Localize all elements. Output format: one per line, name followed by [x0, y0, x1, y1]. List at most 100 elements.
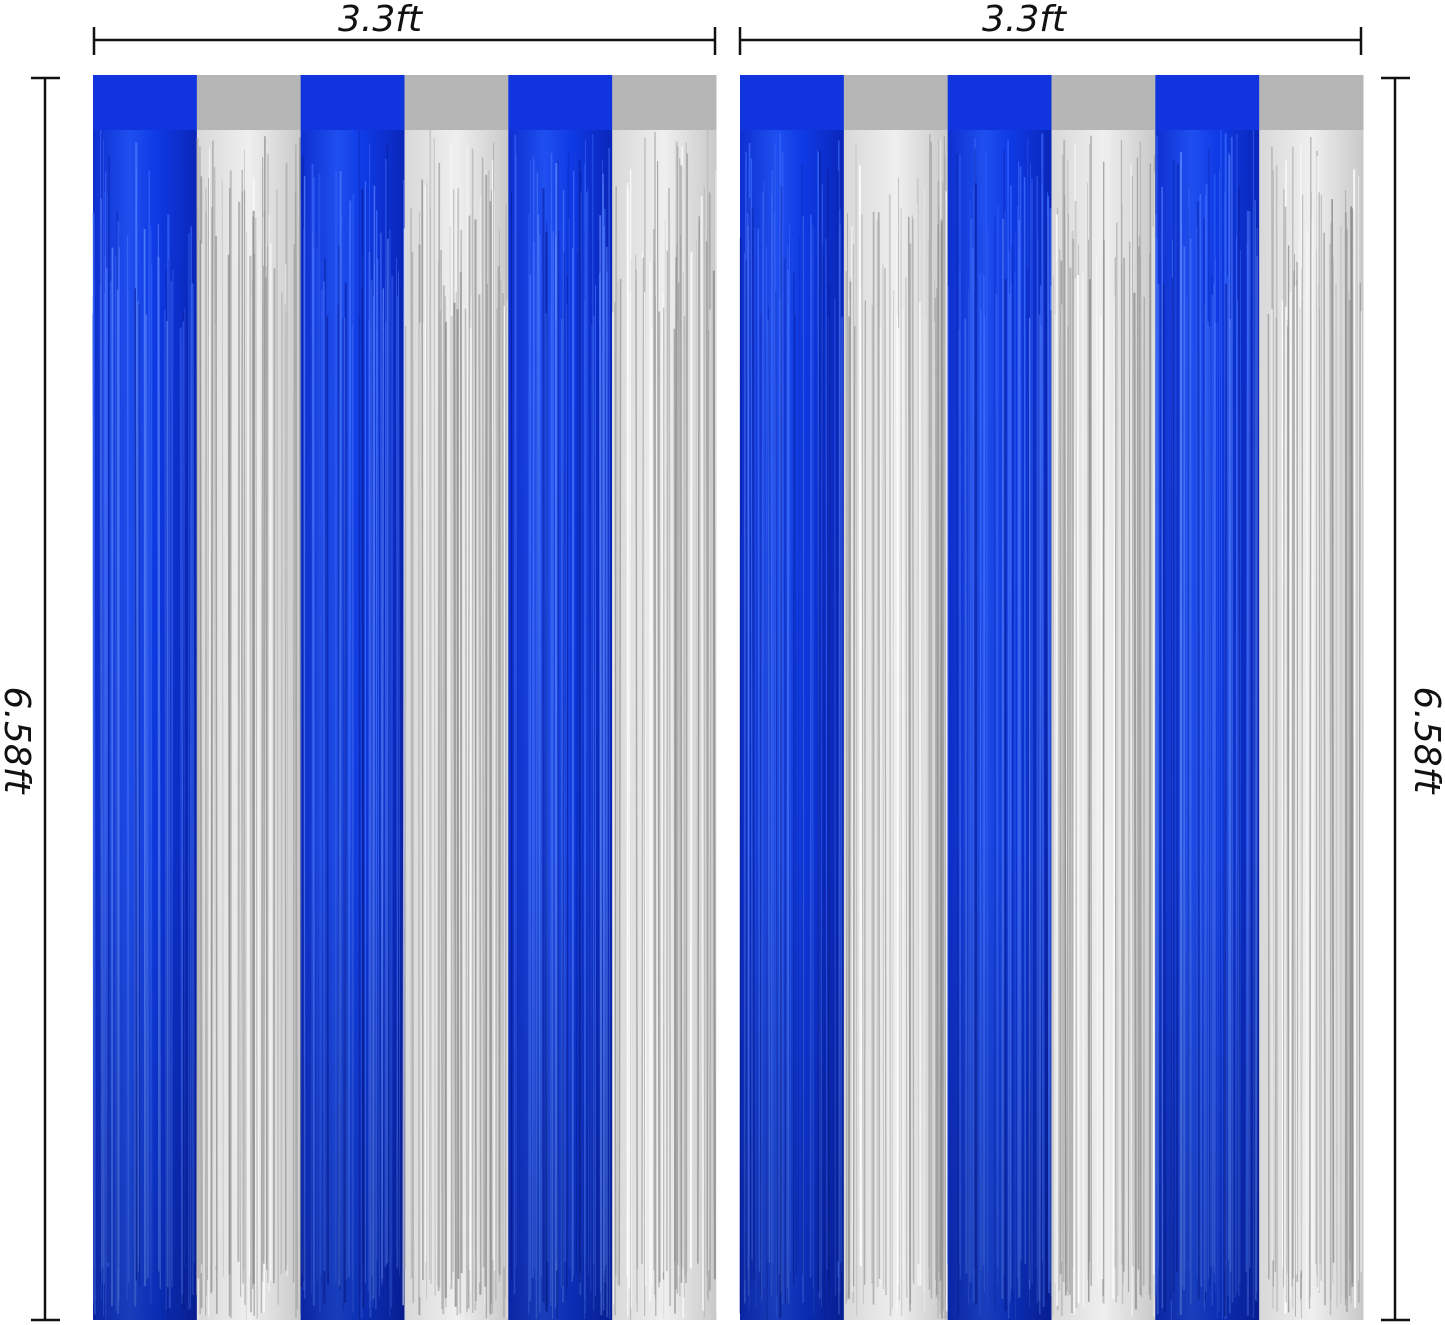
tinsel-strand [257, 244, 260, 1282]
tinsel-strand [715, 170, 717, 1314]
tinsel-strand [410, 208, 413, 1279]
tinsel-strand [663, 219, 666, 1319]
tinsel-strand [1358, 282, 1361, 1303]
tinsel-strand [712, 270, 716, 1280]
tinsel-strand [207, 177, 209, 1281]
shade [300, 130, 405, 1320]
silver-stripe [402, 75, 509, 1320]
tinsel-strand [438, 310, 441, 1288]
tinsel-strand [1120, 139, 1123, 1265]
tinsel-strand [939, 222, 943, 1281]
header-band [508, 75, 613, 130]
shade [947, 130, 1052, 1320]
tinsel-strand [1271, 308, 1274, 1261]
tinsel-strand [614, 186, 617, 1316]
tinsel-strand [696, 238, 698, 1264]
tinsel-strand [628, 169, 632, 1289]
width-label: 3.3ft [982, 0, 1068, 40]
tinsel-strand [1076, 274, 1080, 1304]
tinsel-strand [429, 130, 432, 1284]
header-band [612, 75, 717, 130]
tinsel-strand [227, 254, 231, 1275]
tinsel-strand [937, 180, 941, 1273]
tinsel-strand [261, 265, 265, 1272]
tinsel-strand [658, 311, 661, 1283]
tinsel-strand [260, 157, 264, 1313]
blue-stripe [508, 75, 613, 1320]
tinsel-strand [1288, 292, 1292, 1300]
header-band [740, 75, 845, 130]
blue-stripe [1154, 75, 1260, 1320]
tinsel-strand [240, 191, 243, 1297]
tinsel-strand [1298, 239, 1301, 1301]
tinsel-strand [644, 292, 647, 1286]
tinsel-strand [845, 271, 849, 1300]
tinsel-strand [1133, 292, 1137, 1310]
tinsel-strand [1292, 271, 1295, 1279]
silver-stripe [1259, 75, 1364, 1320]
tinsel-strand [635, 255, 638, 1303]
tinsel-strand [942, 136, 945, 1311]
tinsel-strand [1127, 241, 1131, 1292]
tinsel-strand [213, 166, 217, 1270]
tinsel-strand [1102, 161, 1105, 1297]
tinsel-strand [1308, 137, 1312, 1309]
tinsel-strand [276, 189, 280, 1305]
tinsel-strand [249, 255, 253, 1313]
width-label: 3.3ft [338, 0, 424, 40]
tinsel-strand [1291, 146, 1294, 1287]
tinsel-strand [681, 146, 684, 1319]
tinsel-strand [421, 179, 424, 1280]
tinsel-strand [501, 292, 505, 1317]
tinsel-strand [618, 279, 622, 1286]
tinsel-strand [1305, 230, 1308, 1309]
tinsel-strand [215, 235, 218, 1314]
tinsel-strand [897, 327, 900, 1286]
height-dimension: 6.58ft [0, 76, 60, 1322]
height-label: 6.58ft [0, 687, 37, 796]
tinsel-strand [911, 215, 915, 1285]
silver-stripe [196, 75, 303, 1320]
tinsel-strand [1059, 260, 1063, 1275]
tinsel-strand [464, 308, 468, 1313]
tinsel-strand [1316, 156, 1320, 1292]
tinsel-strand [1323, 232, 1326, 1306]
header-band [1259, 75, 1364, 130]
tinsel-strand [907, 216, 911, 1312]
silver-stripe [843, 75, 949, 1320]
tinsel-strand [237, 201, 241, 1262]
tinsel-strand [1100, 314, 1104, 1280]
header-band [300, 75, 405, 130]
tinsel-strand [627, 189, 630, 1317]
tinsel-strand [935, 288, 938, 1281]
shade [740, 130, 845, 1320]
tinsel-strand [1331, 199, 1335, 1263]
tinsel-strand [884, 268, 887, 1296]
height-label: 6.58ft [1406, 687, 1445, 796]
height-dimension: 6.58ft [1381, 76, 1445, 1322]
header-band [196, 75, 302, 130]
tinsel-strand [905, 277, 908, 1298]
tinsel-strand [1353, 169, 1357, 1308]
shade [1155, 130, 1260, 1320]
tinsel-strand [440, 249, 443, 1310]
tinsel-strand [641, 257, 645, 1265]
tinsel-strand [1131, 175, 1134, 1267]
tinsel-strand [1121, 202, 1124, 1284]
tinsel-strand [882, 264, 885, 1289]
tinsel-strand [1344, 228, 1348, 1299]
tinsel-strand [918, 302, 922, 1286]
tinsel-strand [656, 161, 660, 1288]
tinsel-strand [888, 194, 892, 1316]
tinsel-strand [674, 257, 677, 1263]
tinsel-strand [468, 327, 472, 1271]
tinsel-strand [1309, 191, 1312, 1298]
tinsel-strand [210, 207, 213, 1294]
tinsel-strand [428, 207, 431, 1280]
tinsel-strand [852, 326, 856, 1287]
tinsel-strand [900, 208, 903, 1316]
tinsel-strand [848, 282, 852, 1300]
tinsel-strand [411, 252, 415, 1304]
tinsel-strand [1120, 264, 1124, 1305]
